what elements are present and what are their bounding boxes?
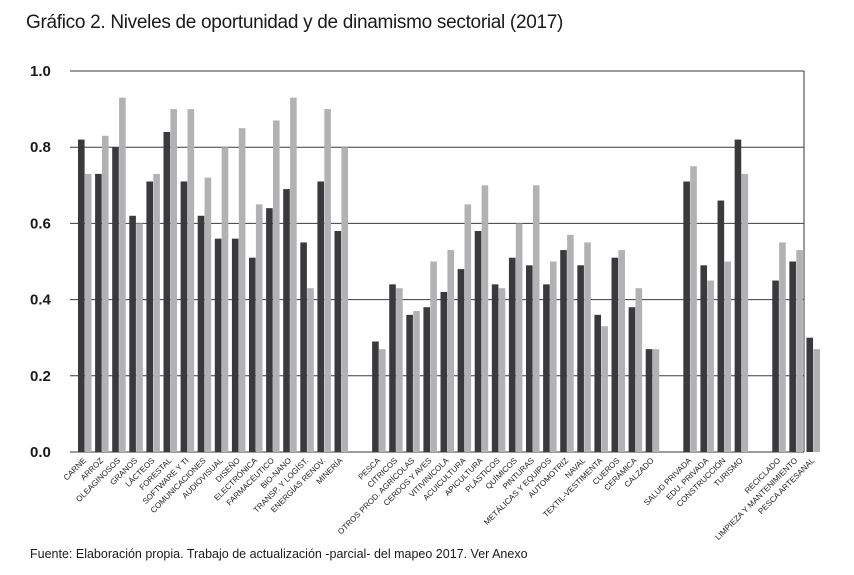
bar-series-1 xyxy=(180,181,188,453)
y-tick-label: 0.2 xyxy=(30,368,51,385)
bar-series-1 xyxy=(806,337,814,452)
bar-series-1 xyxy=(78,139,85,452)
bar-series-2 xyxy=(170,109,177,452)
bar-series-1 xyxy=(508,257,516,452)
bar-series-2 xyxy=(652,349,660,452)
bar-series-2 xyxy=(635,288,643,452)
bar-series-2 xyxy=(707,280,714,452)
bar-series-1 xyxy=(334,231,342,452)
bar-series-2 xyxy=(796,250,803,452)
bar-series-1 xyxy=(283,189,290,453)
bar-series-2 xyxy=(498,288,506,452)
bar-series-1 xyxy=(628,307,636,452)
bar-series-1 xyxy=(577,265,584,452)
bar-series-2 xyxy=(813,349,820,452)
bar-series-1 xyxy=(112,147,119,452)
bar-series-1 xyxy=(266,208,273,452)
bar-series-2 xyxy=(187,109,195,452)
bar-series-1 xyxy=(734,139,742,452)
bar-series-1 xyxy=(474,231,482,452)
y-tick-label: 0.8 xyxy=(30,139,51,156)
y-tick-label: 1.0 xyxy=(30,63,51,80)
bar-series-2 xyxy=(379,349,386,452)
bar-series-2 xyxy=(84,173,92,452)
bar-series-1 xyxy=(700,265,708,452)
bar-series-2 xyxy=(618,250,626,452)
y-axis-ticks: 0.0 0.2 0.4 0.6 0.8 1.0 xyxy=(30,63,52,461)
bar-series-1 xyxy=(717,200,725,452)
y-tick-label: 0.6 xyxy=(30,215,51,232)
bar-series-1 xyxy=(645,349,653,452)
bar-series-2 xyxy=(550,261,557,452)
bar-series-2 xyxy=(464,204,472,452)
bar-series-2 xyxy=(690,166,697,452)
bar-series-1 xyxy=(440,291,448,452)
bar-series-1 xyxy=(146,181,153,453)
bar-series-1 xyxy=(214,238,222,452)
bar-series-2 xyxy=(153,173,160,452)
bar-series-1 xyxy=(772,280,779,452)
bar-series-1 xyxy=(491,284,499,452)
bars xyxy=(78,97,820,453)
bar-series-1 xyxy=(683,181,690,453)
bar-series-2 xyxy=(221,147,229,452)
bar-series-2 xyxy=(102,135,109,452)
bar-series-2 xyxy=(238,128,246,452)
bar-series-2 xyxy=(341,147,348,452)
bar-series-2 xyxy=(290,97,297,453)
bar-series-1 xyxy=(526,265,533,452)
source-note: Fuente: Elaboración propia. Trabajo de a… xyxy=(30,547,528,561)
bar-series-2 xyxy=(481,185,489,453)
bar-series-2 xyxy=(396,288,403,452)
bar-series-2 xyxy=(584,242,591,452)
bar-series-1 xyxy=(543,284,550,452)
bar-series-2 xyxy=(307,288,314,452)
gridlines xyxy=(70,70,805,453)
bar-series-1 xyxy=(129,215,136,452)
bar-series-1 xyxy=(95,173,102,452)
bar-series-2 xyxy=(273,120,280,452)
bar-series-2 xyxy=(447,250,455,452)
bar-series-2 xyxy=(119,97,126,453)
x-axis-labels: CARNEARROZOLEAGINOSOSGRANOSLÁCTEOSFOREST… xyxy=(62,456,817,542)
bar-series-1 xyxy=(389,284,396,452)
bar-series-1 xyxy=(317,181,324,453)
bar-series-1 xyxy=(406,314,413,452)
bar-series-2 xyxy=(255,204,263,452)
bar-series-2 xyxy=(532,185,540,453)
y-tick-label: 0.0 xyxy=(30,444,51,461)
bar-series-2 xyxy=(601,326,608,452)
bar-series-2 xyxy=(413,311,420,452)
bar-series-1 xyxy=(611,257,619,452)
bar-series-1 xyxy=(372,341,379,452)
bar-series-2 xyxy=(204,177,212,452)
bar-series-1 xyxy=(249,257,256,452)
bar-series-2 xyxy=(430,261,437,452)
chart-title: Gráfico 2. Niveles de oportunidad y de d… xyxy=(26,12,564,33)
bar-series-1 xyxy=(594,314,602,452)
bar-series-1 xyxy=(789,261,796,452)
bar-series-2 xyxy=(136,223,143,452)
bar-series-1 xyxy=(231,238,239,452)
bar-series-2 xyxy=(324,109,331,452)
bar-series-2 xyxy=(724,261,732,452)
bar-series-1 xyxy=(423,307,431,452)
bar-series-2 xyxy=(515,223,523,452)
bar-series-2 xyxy=(779,242,786,452)
bar-series-2 xyxy=(741,173,749,452)
bar-series-1 xyxy=(163,131,171,452)
bar-series-1 xyxy=(560,250,567,452)
y-tick-label: 0.4 xyxy=(30,292,52,309)
bar-series-1 xyxy=(197,215,205,452)
bar-series-2 xyxy=(567,234,574,452)
bar-series-1 xyxy=(457,269,465,452)
bar-series-1 xyxy=(300,242,307,452)
